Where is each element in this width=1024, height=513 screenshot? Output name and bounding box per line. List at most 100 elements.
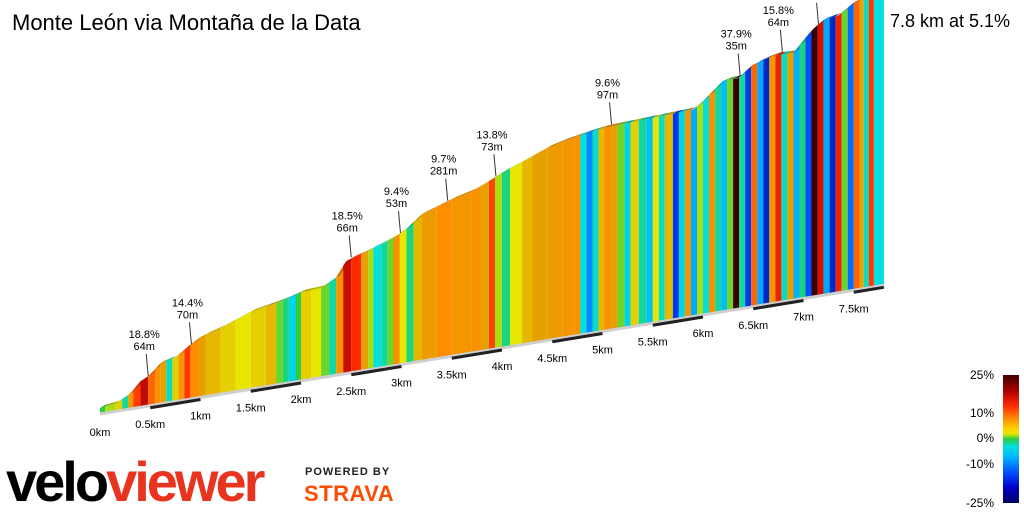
annotation-length: 64m [134, 341, 155, 353]
x-tick-label: 6km [693, 328, 714, 340]
annotation-length: 97m [597, 89, 618, 101]
grade-segment [452, 191, 472, 356]
grade-segment [721, 80, 727, 312]
grade-segment [387, 238, 393, 367]
grade-segment [794, 45, 800, 300]
grade-segment [842, 8, 848, 293]
annotation-length: 64m [768, 17, 789, 29]
grade-segment [472, 185, 482, 353]
grade-segment [625, 123, 631, 328]
x-tick-label: 6.5km [738, 320, 768, 332]
grade-segment [140, 376, 148, 407]
grade-segment [864, 0, 869, 289]
strava-logo[interactable]: STRAVA [304, 481, 394, 507]
x-tick-label: 7km [793, 312, 814, 324]
x-tick-label: 0km [90, 427, 111, 439]
x-tick-label: 4km [492, 361, 513, 373]
grade-segment [593, 130, 599, 334]
annotation-length: 281m [430, 166, 458, 178]
grade-segment [874, 0, 884, 287]
grade-segment [495, 173, 502, 350]
grade-segment [618, 124, 625, 329]
x-tick-label: 1km [190, 411, 211, 423]
grade-segment [199, 335, 206, 398]
grade-segment [502, 168, 510, 348]
grade-segment [586, 132, 592, 335]
grade-segment [673, 113, 679, 320]
grade-segment [769, 55, 775, 304]
grade-segment [745, 66, 751, 308]
annotation-grade: 15.8% [763, 5, 794, 17]
grade-segment [800, 38, 806, 299]
grade-segment [482, 181, 489, 351]
grade-segment [679, 111, 685, 319]
legend-label-neg25: -25% [966, 496, 994, 510]
grade-segment [422, 207, 437, 361]
annotation-leader [189, 322, 191, 344]
veloviewer-logo[interactable]: veloviewer [6, 452, 262, 512]
x-tick-label: 4.5km [537, 353, 567, 365]
grade-segment [236, 312, 251, 392]
x-tick-label: 7.5km [839, 303, 869, 315]
grade-segment [824, 18, 830, 295]
legend-label-25: 25% [970, 368, 994, 382]
grade-segment [653, 117, 659, 323]
x-tick-label: 2.5km [336, 386, 366, 398]
annotation-grade: 9.4% [384, 186, 409, 198]
legend-label-neg10: -10% [966, 457, 994, 471]
grade-segment [381, 241, 387, 368]
grade-segment [400, 229, 407, 365]
grade-segment [296, 293, 301, 382]
annotation-length: 73m [481, 141, 502, 153]
grade-segment [812, 25, 818, 297]
grade-segment [775, 55, 781, 304]
grade-segment [178, 350, 184, 401]
x-tick-label: 0.5km [135, 419, 165, 431]
grade-segment [818, 20, 824, 296]
annotation-leader [398, 211, 400, 233]
annotation-leader [494, 154, 496, 176]
logo-velo: velo [6, 450, 106, 513]
grade-segment [739, 72, 745, 309]
x-tick-label: 5.5km [638, 336, 668, 348]
grade-segment [251, 307, 266, 390]
grade-segment [522, 156, 532, 344]
legend-label-10: 10% [970, 406, 994, 420]
powered-by-label: POWERED BY [305, 466, 390, 478]
grade-segment [206, 328, 221, 397]
grade-segment [665, 114, 673, 321]
grade-segment [854, 0, 860, 290]
grade-segment [155, 363, 160, 405]
grade-segment [599, 128, 605, 332]
grade-segment [709, 89, 715, 314]
grade-segment [787, 53, 793, 301]
annotation-leader [446, 179, 448, 201]
annotation-leader [817, 3, 819, 25]
annotation-leader [610, 102, 612, 124]
grade-segment [574, 135, 580, 336]
grade-segment [727, 79, 733, 311]
annotation-grade: 18.8% [129, 329, 160, 341]
grade-segment [437, 200, 452, 359]
grade-segment [830, 16, 836, 294]
grade-segment [172, 355, 178, 402]
grade-segment [276, 301, 283, 386]
grade-segment [148, 369, 155, 406]
annotation-length: 66m [337, 222, 358, 234]
x-tick-label: 3km [391, 378, 412, 390]
grade-segment [757, 60, 763, 306]
annotation-length: 70m [177, 309, 198, 321]
grade-segment [221, 320, 236, 394]
grade-segment [611, 125, 618, 330]
grade-segment [647, 118, 653, 324]
grade-segment [336, 266, 343, 375]
annotation-grade: 9.7% [431, 154, 456, 166]
grade-segment [160, 361, 166, 404]
annotation-leader [146, 354, 148, 376]
x-tick-label: 2km [291, 394, 312, 406]
grade-segment [373, 244, 381, 369]
annotation-leader [349, 235, 351, 257]
x-tick-label: 3.5km [437, 369, 467, 381]
grade-segment [368, 248, 373, 370]
